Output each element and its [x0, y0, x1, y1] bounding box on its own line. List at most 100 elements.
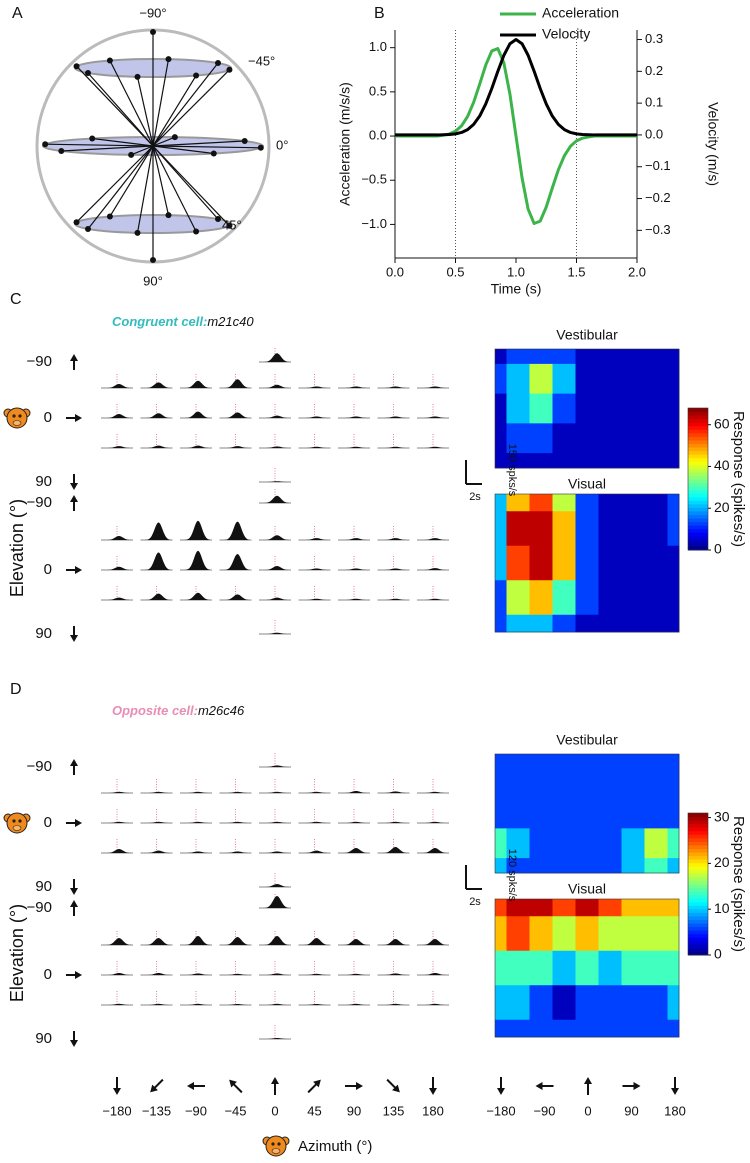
- map-cell: [575, 511, 599, 547]
- map-frame: [494, 898, 680, 1038]
- map-cell: [575, 614, 599, 633]
- map-cell: [598, 349, 622, 365]
- map-cell: [506, 950, 530, 986]
- monkey-icon: [3, 407, 31, 429]
- map-cell: [506, 363, 530, 395]
- psth: [342, 791, 368, 793]
- direction-dot: [134, 229, 141, 236]
- psth: [184, 411, 210, 418]
- map-cell: [621, 423, 645, 454]
- map-cell: [667, 899, 680, 917]
- colorbar-frame: [687, 812, 709, 956]
- direction-dot: [150, 29, 156, 35]
- monkey-eye: [18, 414, 22, 418]
- map-cell: [598, 494, 622, 512]
- map-cell: [621, 899, 645, 917]
- psth: [421, 791, 447, 793]
- elevation-title: Elevation (°): [7, 499, 27, 597]
- map-cell: [495, 950, 507, 986]
- map-cell: [598, 798, 622, 829]
- map-cell: [667, 754, 680, 770]
- colorbar-slice: [688, 479, 708, 484]
- colorbar-slice: [688, 475, 708, 480]
- psth: [263, 936, 289, 945]
- scale-time-label: 2s: [469, 896, 481, 908]
- map-cell: [575, 580, 599, 616]
- colorbar-slice: [688, 876, 708, 881]
- map-cell: [667, 798, 680, 829]
- psth: [105, 597, 131, 600]
- map-cell: [575, 494, 599, 512]
- map-cell: [667, 580, 680, 616]
- azimuth-label: 0: [271, 1103, 278, 1118]
- map-azimuth-label: −90: [533, 1103, 555, 1118]
- map-cell: [552, 393, 576, 424]
- map-cell: [529, 494, 553, 512]
- map-cell: [552, 828, 576, 859]
- psth: [144, 382, 171, 388]
- psth: [105, 566, 131, 570]
- colorbar-frame: [687, 407, 709, 551]
- monkey-eye: [271, 1142, 275, 1146]
- psth: [302, 446, 329, 448]
- elevation-label: 0: [44, 409, 52, 426]
- psth: [263, 415, 289, 418]
- map-cell: [529, 899, 553, 917]
- psth: [381, 847, 408, 853]
- psth: [184, 936, 210, 945]
- map-cell: [667, 614, 680, 633]
- psth: [184, 1003, 210, 1005]
- colorbar-slice: [688, 848, 708, 853]
- colorbar-slice: [688, 532, 708, 537]
- psth: [342, 386, 368, 388]
- map-cell: [598, 950, 622, 986]
- y2-tick-label: 0.2: [645, 63, 663, 78]
- map-cell: [598, 453, 622, 469]
- map-cell: [552, 798, 576, 829]
- map-cell: [506, 828, 530, 859]
- map-cell: [621, 363, 645, 395]
- psth: [144, 445, 171, 448]
- map-cell: [506, 494, 530, 512]
- arrow-head: [150, 1084, 158, 1093]
- psth: [302, 386, 329, 388]
- map-cell: [495, 916, 507, 952]
- psth: [223, 379, 250, 388]
- direction-dot: [58, 147, 65, 154]
- direction-line: [92, 137, 154, 147]
- map-cell: [644, 858, 668, 874]
- map-cell: [552, 985, 576, 1021]
- map-cell: [667, 916, 680, 952]
- direction-dot: [226, 66, 233, 73]
- map-cell: [495, 423, 507, 454]
- psth: [263, 821, 289, 823]
- sphere-label: 45°: [222, 217, 242, 232]
- map-cell: [621, 494, 645, 512]
- map-cell: [667, 393, 680, 424]
- colorbar-slice: [688, 514, 708, 519]
- psth: [223, 446, 250, 448]
- psth: [421, 973, 447, 975]
- elevation-label: 0: [44, 966, 52, 983]
- psth: [144, 1003, 171, 1005]
- psth: [342, 446, 368, 448]
- colorbar-tick-label: 0: [714, 946, 722, 962]
- psth: [342, 848, 368, 853]
- map-cell: [644, 453, 668, 469]
- map-cell: [621, 950, 645, 986]
- psth: [421, 598, 447, 600]
- psth: [381, 973, 408, 975]
- direction-line: [152, 145, 214, 155]
- colorbar-slice: [688, 450, 708, 455]
- colorbar-slice: [688, 415, 708, 420]
- colorbar-slice: [688, 901, 708, 906]
- psth: [342, 821, 368, 823]
- map-cell: [644, 768, 668, 800]
- map-cell: [644, 545, 668, 581]
- map-cell: [529, 916, 553, 952]
- map-cell: [575, 858, 599, 874]
- direction-line: [152, 69, 230, 147]
- psth: [263, 495, 289, 503]
- colorbar-slice: [688, 418, 708, 423]
- elevation-label: 90: [35, 473, 52, 490]
